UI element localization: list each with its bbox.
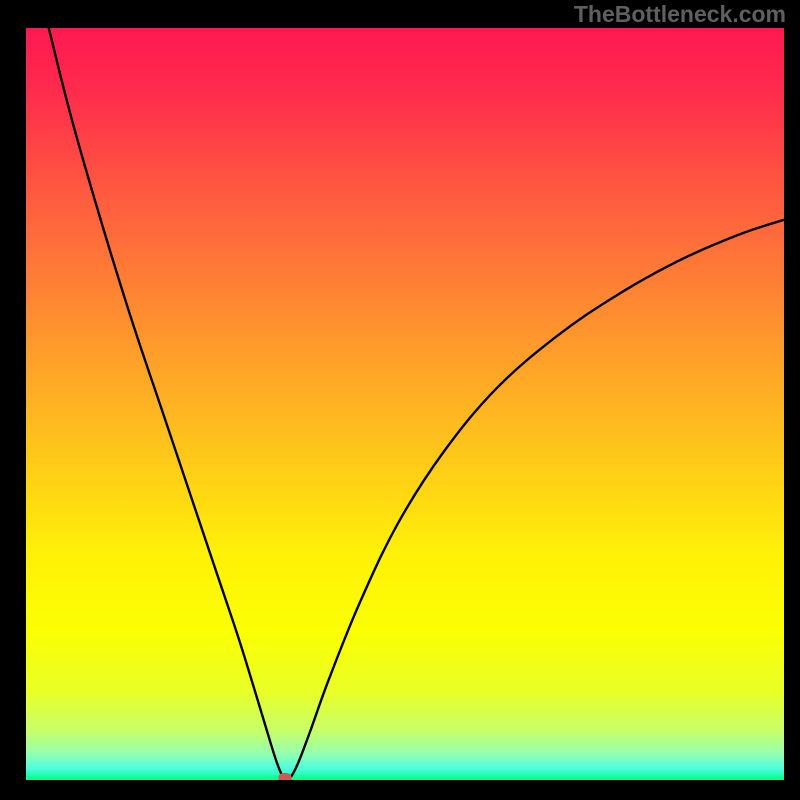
chart-frame [0, 0, 800, 800]
bottleneck-curve [26, 28, 784, 780]
optimal-point-marker [279, 773, 292, 780]
curve-path [49, 28, 784, 780]
plot-area [26, 28, 784, 780]
watermark-text: TheBottleneck.com [574, 1, 786, 28]
